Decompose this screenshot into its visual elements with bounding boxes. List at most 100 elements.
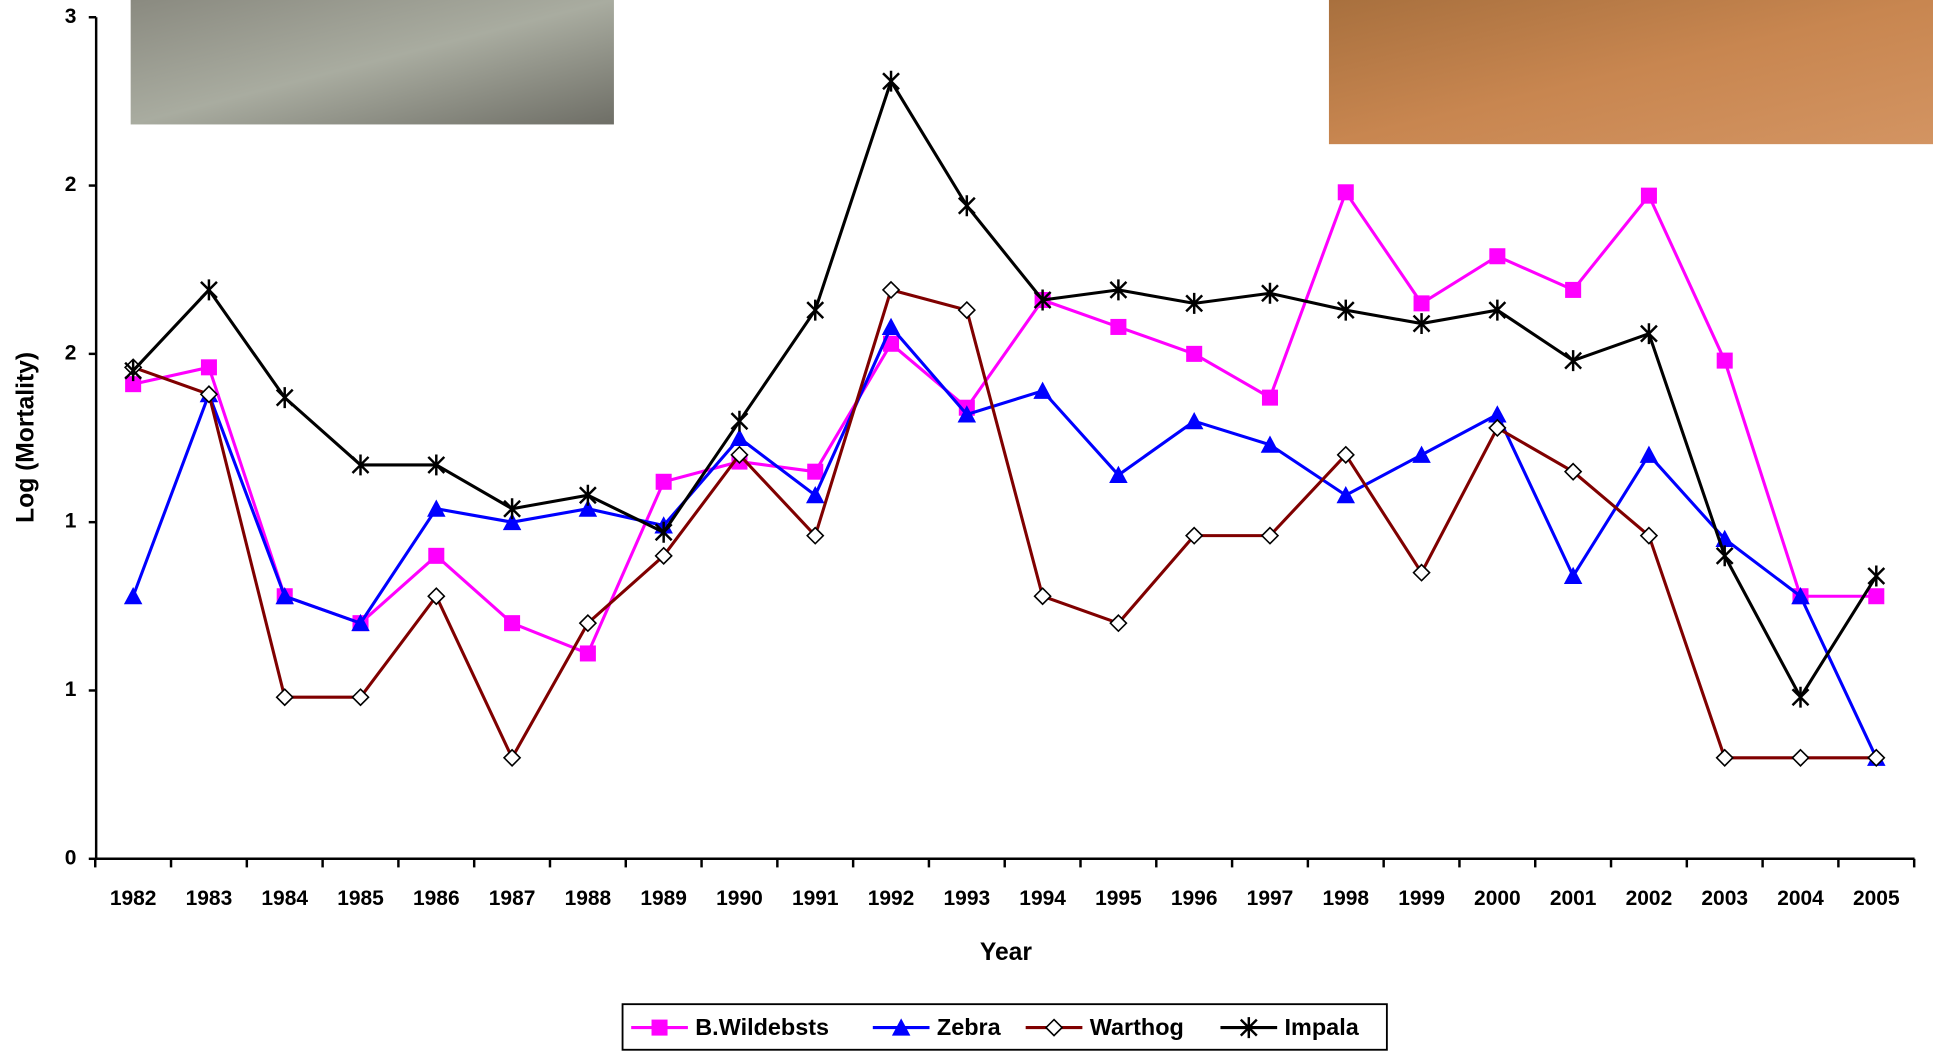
- x-tick-label: 1988: [565, 887, 612, 910]
- marker: [1791, 686, 1810, 708]
- marker: [427, 454, 446, 476]
- marker: [1639, 526, 1659, 545]
- marker: [1715, 545, 1734, 567]
- marker: [730, 445, 749, 464]
- series-line: [131, 324, 1878, 759]
- x-tick-label: 1999: [1398, 887, 1445, 910]
- marker: [502, 512, 522, 531]
- marker: [1412, 563, 1431, 582]
- marker: [1640, 323, 1658, 345]
- marker: [123, 586, 143, 605]
- marker: [1413, 295, 1430, 312]
- marker: [275, 387, 294, 409]
- marker: [1033, 587, 1052, 606]
- y-tick-label: 1: [65, 678, 77, 701]
- series-line: [132, 188, 1877, 656]
- marker: [1563, 462, 1583, 481]
- marker: [428, 547, 445, 564]
- y-tick-label: 2: [65, 341, 77, 364]
- marker: [1867, 748, 1886, 767]
- x-tick-label: 1998: [1322, 887, 1369, 910]
- marker: [504, 615, 521, 632]
- marker: [957, 405, 977, 423]
- marker: [730, 428, 749, 447]
- marker: [1791, 748, 1810, 767]
- marker: [1412, 445, 1431, 463]
- marker: [654, 521, 673, 543]
- marker: [805, 486, 825, 504]
- marker: [1260, 435, 1280, 453]
- marker: [1564, 350, 1583, 372]
- marker: [200, 279, 218, 301]
- x-tick-label: 1997: [1247, 887, 1294, 910]
- series-line: [132, 77, 1878, 701]
- y-tick-label: 3: [65, 5, 77, 28]
- y-tick-label: 0: [65, 846, 77, 869]
- marker: [1110, 318, 1127, 335]
- legend-marker: [651, 1019, 668, 1036]
- marker: [655, 473, 672, 490]
- marker: [1488, 299, 1507, 321]
- x-tick-label: 1989: [640, 887, 687, 910]
- marker: [1337, 184, 1354, 201]
- marker: [578, 499, 598, 517]
- x-tick-label: 1984: [261, 887, 308, 910]
- legend-label: Zebra: [937, 1014, 1002, 1040]
- legend-marker: [1239, 1017, 1258, 1039]
- x-tick-label: 1992: [868, 887, 915, 910]
- marker: [502, 748, 522, 767]
- marker: [1185, 292, 1204, 314]
- x-axis-title: Year: [980, 939, 1032, 966]
- marker: [1412, 313, 1431, 335]
- marker: [1867, 565, 1886, 587]
- marker: [1260, 526, 1280, 545]
- marker: [881, 317, 901, 335]
- x-tick-label: 1995: [1095, 887, 1142, 910]
- marker: [578, 614, 598, 633]
- marker: [199, 385, 219, 404]
- marker: [1336, 486, 1356, 504]
- marker: [124, 360, 143, 382]
- marker: [275, 688, 294, 707]
- marker: [883, 335, 900, 352]
- marker: [957, 195, 976, 217]
- marker: [1489, 248, 1506, 265]
- x-tick-label: 1983: [186, 887, 233, 910]
- marker: [125, 376, 142, 393]
- marker: [881, 280, 901, 300]
- marker: [1261, 282, 1279, 304]
- x-tick-label: 1982: [110, 887, 157, 910]
- marker: [200, 359, 217, 376]
- marker: [1109, 465, 1128, 484]
- legend-marker: [1044, 1018, 1064, 1037]
- legend-label: B.Wildebsts: [695, 1014, 829, 1040]
- x-tick-label: 2005: [1853, 887, 1900, 910]
- x-tick-label: 1994: [1019, 887, 1066, 910]
- legend-label: Impala: [1285, 1014, 1360, 1040]
- x-tick-label: 1987: [489, 887, 536, 910]
- marker: [275, 586, 294, 605]
- marker: [1033, 381, 1052, 399]
- marker: [579, 645, 596, 662]
- marker: [1261, 389, 1278, 406]
- marker: [1791, 586, 1810, 605]
- marker: [806, 299, 825, 321]
- marker: [1488, 418, 1507, 438]
- y-tick-label: 2: [65, 173, 77, 196]
- marker: [1336, 445, 1355, 464]
- marker: [351, 454, 370, 476]
- marker: [654, 546, 673, 565]
- marker: [1640, 187, 1657, 204]
- y-tick-label: 1: [65, 510, 77, 533]
- marker: [1109, 279, 1128, 301]
- photo-grass: [130, 0, 614, 125]
- x-tick-label: 2004: [1777, 887, 1824, 910]
- marker: [1868, 588, 1885, 605]
- x-tick-label: 1996: [1171, 887, 1218, 910]
- x-tick-label: 2002: [1626, 887, 1673, 910]
- marker: [1186, 345, 1203, 362]
- marker: [503, 498, 521, 520]
- marker: [1563, 566, 1583, 585]
- legend-label: Warthog: [1090, 1014, 1184, 1040]
